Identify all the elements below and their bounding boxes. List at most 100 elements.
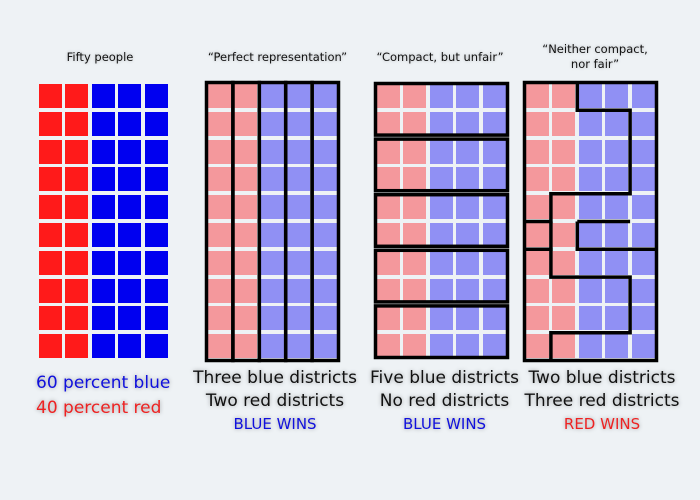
blue-person-cell <box>287 250 311 275</box>
blue-person-cell <box>313 195 337 220</box>
red-person-cell <box>552 84 576 108</box>
blue-person-cell <box>605 167 629 192</box>
red-person-cell <box>208 306 231 331</box>
blue-person-cell <box>144 306 168 331</box>
blue-person-cell <box>144 334 168 359</box>
red-person-cell <box>208 278 231 303</box>
red-person-cell <box>65 223 89 247</box>
blue-person-cell <box>91 195 115 220</box>
panel-4-caption-2: Three red districts <box>524 391 680 411</box>
blue-person-cell <box>144 167 168 192</box>
blue-person-cell <box>91 250 115 275</box>
panel-4-result: RED WINS <box>563 415 641 433</box>
blue-person-cell <box>605 278 629 303</box>
blue-person-cell <box>429 278 453 303</box>
red-person-cell <box>403 167 427 192</box>
blue-person-cell <box>313 250 337 275</box>
blue-person-cell <box>260 84 284 108</box>
red-person-cell <box>208 334 231 359</box>
blue-person-cell <box>456 334 480 359</box>
blue-person-cell <box>631 139 655 164</box>
blue-person-cell <box>91 167 115 192</box>
red-person-cell <box>65 278 89 303</box>
blue-person-cell <box>429 84 453 108</box>
blue-person-cell <box>482 167 506 192</box>
blue-person-cell <box>313 167 337 192</box>
blue-person-cell <box>456 223 480 247</box>
red-person-cell <box>65 250 89 275</box>
red-person-cell <box>552 334 576 359</box>
red-percent-label: 40 percent red <box>36 398 162 418</box>
blue-person-cell <box>118 250 142 275</box>
blue-person-cell <box>260 167 284 192</box>
blue-person-cell <box>260 111 284 136</box>
red-person-cell <box>65 306 89 331</box>
red-person-cell <box>65 334 89 359</box>
blue-person-cell <box>118 111 142 136</box>
blue-person-cell <box>578 167 602 192</box>
blue-person-cell <box>91 334 115 359</box>
blue-person-cell <box>91 84 115 108</box>
panel-3-title: “Compact, but unfair” <box>376 50 504 64</box>
panel-3-caption-1: Five blue districts <box>370 368 519 388</box>
blue-person-cell <box>429 195 453 220</box>
red-person-cell <box>39 278 62 303</box>
panel-4-title-line-1: “Neither compact, <box>542 42 648 56</box>
red-person-cell <box>403 195 427 220</box>
blue-person-cell <box>456 139 480 164</box>
red-person-cell <box>208 195 231 220</box>
blue-person-cell <box>260 139 284 164</box>
blue-person-cell <box>144 111 168 136</box>
blue-person-cell <box>631 250 655 275</box>
red-person-cell <box>403 278 427 303</box>
blue-person-cell <box>91 139 115 164</box>
panel-2-result: BLUE WINS <box>233 415 317 433</box>
red-person-cell <box>552 278 576 303</box>
blue-person-cell <box>118 334 142 359</box>
blue-person-cell <box>429 111 453 136</box>
blue-person-cell <box>631 111 655 136</box>
blue-person-cell <box>578 195 602 220</box>
blue-person-cell <box>631 195 655 220</box>
red-person-cell <box>377 139 400 164</box>
blue-person-cell <box>578 223 602 247</box>
blue-person-cell <box>144 84 168 108</box>
panel-4-title-line-2: nor fair” <box>570 57 620 71</box>
red-person-cell <box>234 306 258 331</box>
red-person-cell <box>234 334 258 359</box>
red-person-cell <box>403 306 427 331</box>
blue-person-cell <box>429 223 453 247</box>
blue-person-cell <box>578 334 602 359</box>
red-person-cell <box>65 84 89 108</box>
blue-person-cell <box>91 111 115 136</box>
blue-person-cell <box>287 334 311 359</box>
blue-person-cell <box>482 84 506 108</box>
red-person-cell <box>208 250 231 275</box>
blue-person-cell <box>631 334 655 359</box>
blue-person-cell <box>144 278 168 303</box>
blue-person-cell <box>482 250 506 275</box>
blue-person-cell <box>578 111 602 136</box>
red-person-cell <box>234 223 258 247</box>
red-person-cell <box>377 306 400 331</box>
blue-person-cell <box>260 306 284 331</box>
blue-person-cell <box>287 84 311 108</box>
red-person-cell <box>377 223 400 247</box>
red-person-cell <box>65 167 89 192</box>
red-person-cell <box>526 84 549 108</box>
blue-person-cell <box>578 139 602 164</box>
blue-person-cell <box>578 84 602 108</box>
blue-person-cell <box>605 139 629 164</box>
blue-person-cell <box>260 250 284 275</box>
blue-person-cell <box>91 223 115 247</box>
blue-person-cell <box>260 278 284 303</box>
red-person-cell <box>208 167 231 192</box>
blue-person-cell <box>313 111 337 136</box>
blue-person-cell <box>287 195 311 220</box>
blue-person-cell <box>313 84 337 108</box>
blue-person-cell <box>482 195 506 220</box>
red-person-cell <box>377 278 400 303</box>
blue-person-cell <box>313 223 337 247</box>
red-person-cell <box>39 111 62 136</box>
